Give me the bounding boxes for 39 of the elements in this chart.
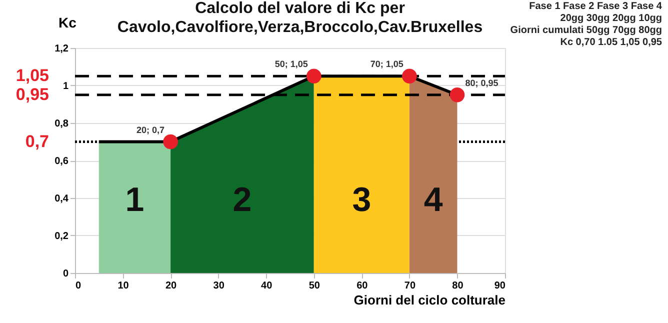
x-tick-label: 50 <box>308 280 320 292</box>
point <box>450 87 465 102</box>
x-tick-label: 90 <box>494 280 506 292</box>
annotation: 4 <box>424 181 443 219</box>
text: Giorni cumulati 50gg 70gg 80gg <box>510 25 662 36</box>
x-tick-label: 0 <box>76 280 82 292</box>
x-tick-label: 30 <box>213 280 225 292</box>
y-tick-label: 0 <box>62 268 69 280</box>
text: Fase 1 Fase 2 Fase 3 Fase 4 <box>529 1 662 12</box>
x-tick-label: 60 <box>356 280 368 292</box>
x-tick-label: 80 <box>452 280 464 292</box>
data-label: 20; 0,7 <box>136 124 165 135</box>
y-tick-label: 0,6 <box>54 156 69 167</box>
point <box>306 68 322 84</box>
data-label: 80; 0,95 <box>465 78 498 88</box>
ref-line-label: 1,05 <box>16 66 49 86</box>
y-tick-label: 0,2 <box>54 231 69 242</box>
text: Kc 0,70 1.05 1,05 0,95 <box>560 37 662 48</box>
y-tick-label: 1,2 <box>54 44 69 54</box>
y-tick-label: 0,8 <box>54 118 69 130</box>
ref-line-label: 0,95 <box>16 84 49 104</box>
chart-title: Calcolo del valore di Kc per Cavolo,Cavolfiore,Verza,Broccolo,Cav.Bruxelles <box>117 0 483 36</box>
x-tick-label: 10 <box>118 280 130 292</box>
data-label: 70; 1,05 <box>370 59 404 70</box>
annotation: 1 <box>125 181 144 219</box>
point <box>402 68 417 84</box>
y-axis-title: Kc <box>58 14 77 30</box>
annotation: 2 <box>232 181 252 219</box>
point <box>163 134 178 150</box>
x-axis-title: Giorni del ciclo colturale <box>354 292 506 308</box>
annotation: 3 <box>352 181 372 219</box>
x-tick-label: 20 <box>165 280 178 292</box>
text: 20gg 30gg 20gg 10gg <box>560 13 662 24</box>
y-tick-label: 1 <box>62 81 69 92</box>
data-label: 50; 1,05 <box>274 59 308 70</box>
y-tick-label: 0,4 <box>54 194 69 204</box>
x-tick-label: 70 <box>404 280 416 292</box>
x-tick-label: 40 <box>261 280 273 292</box>
ref-line-label: 0,7 <box>25 132 49 151</box>
